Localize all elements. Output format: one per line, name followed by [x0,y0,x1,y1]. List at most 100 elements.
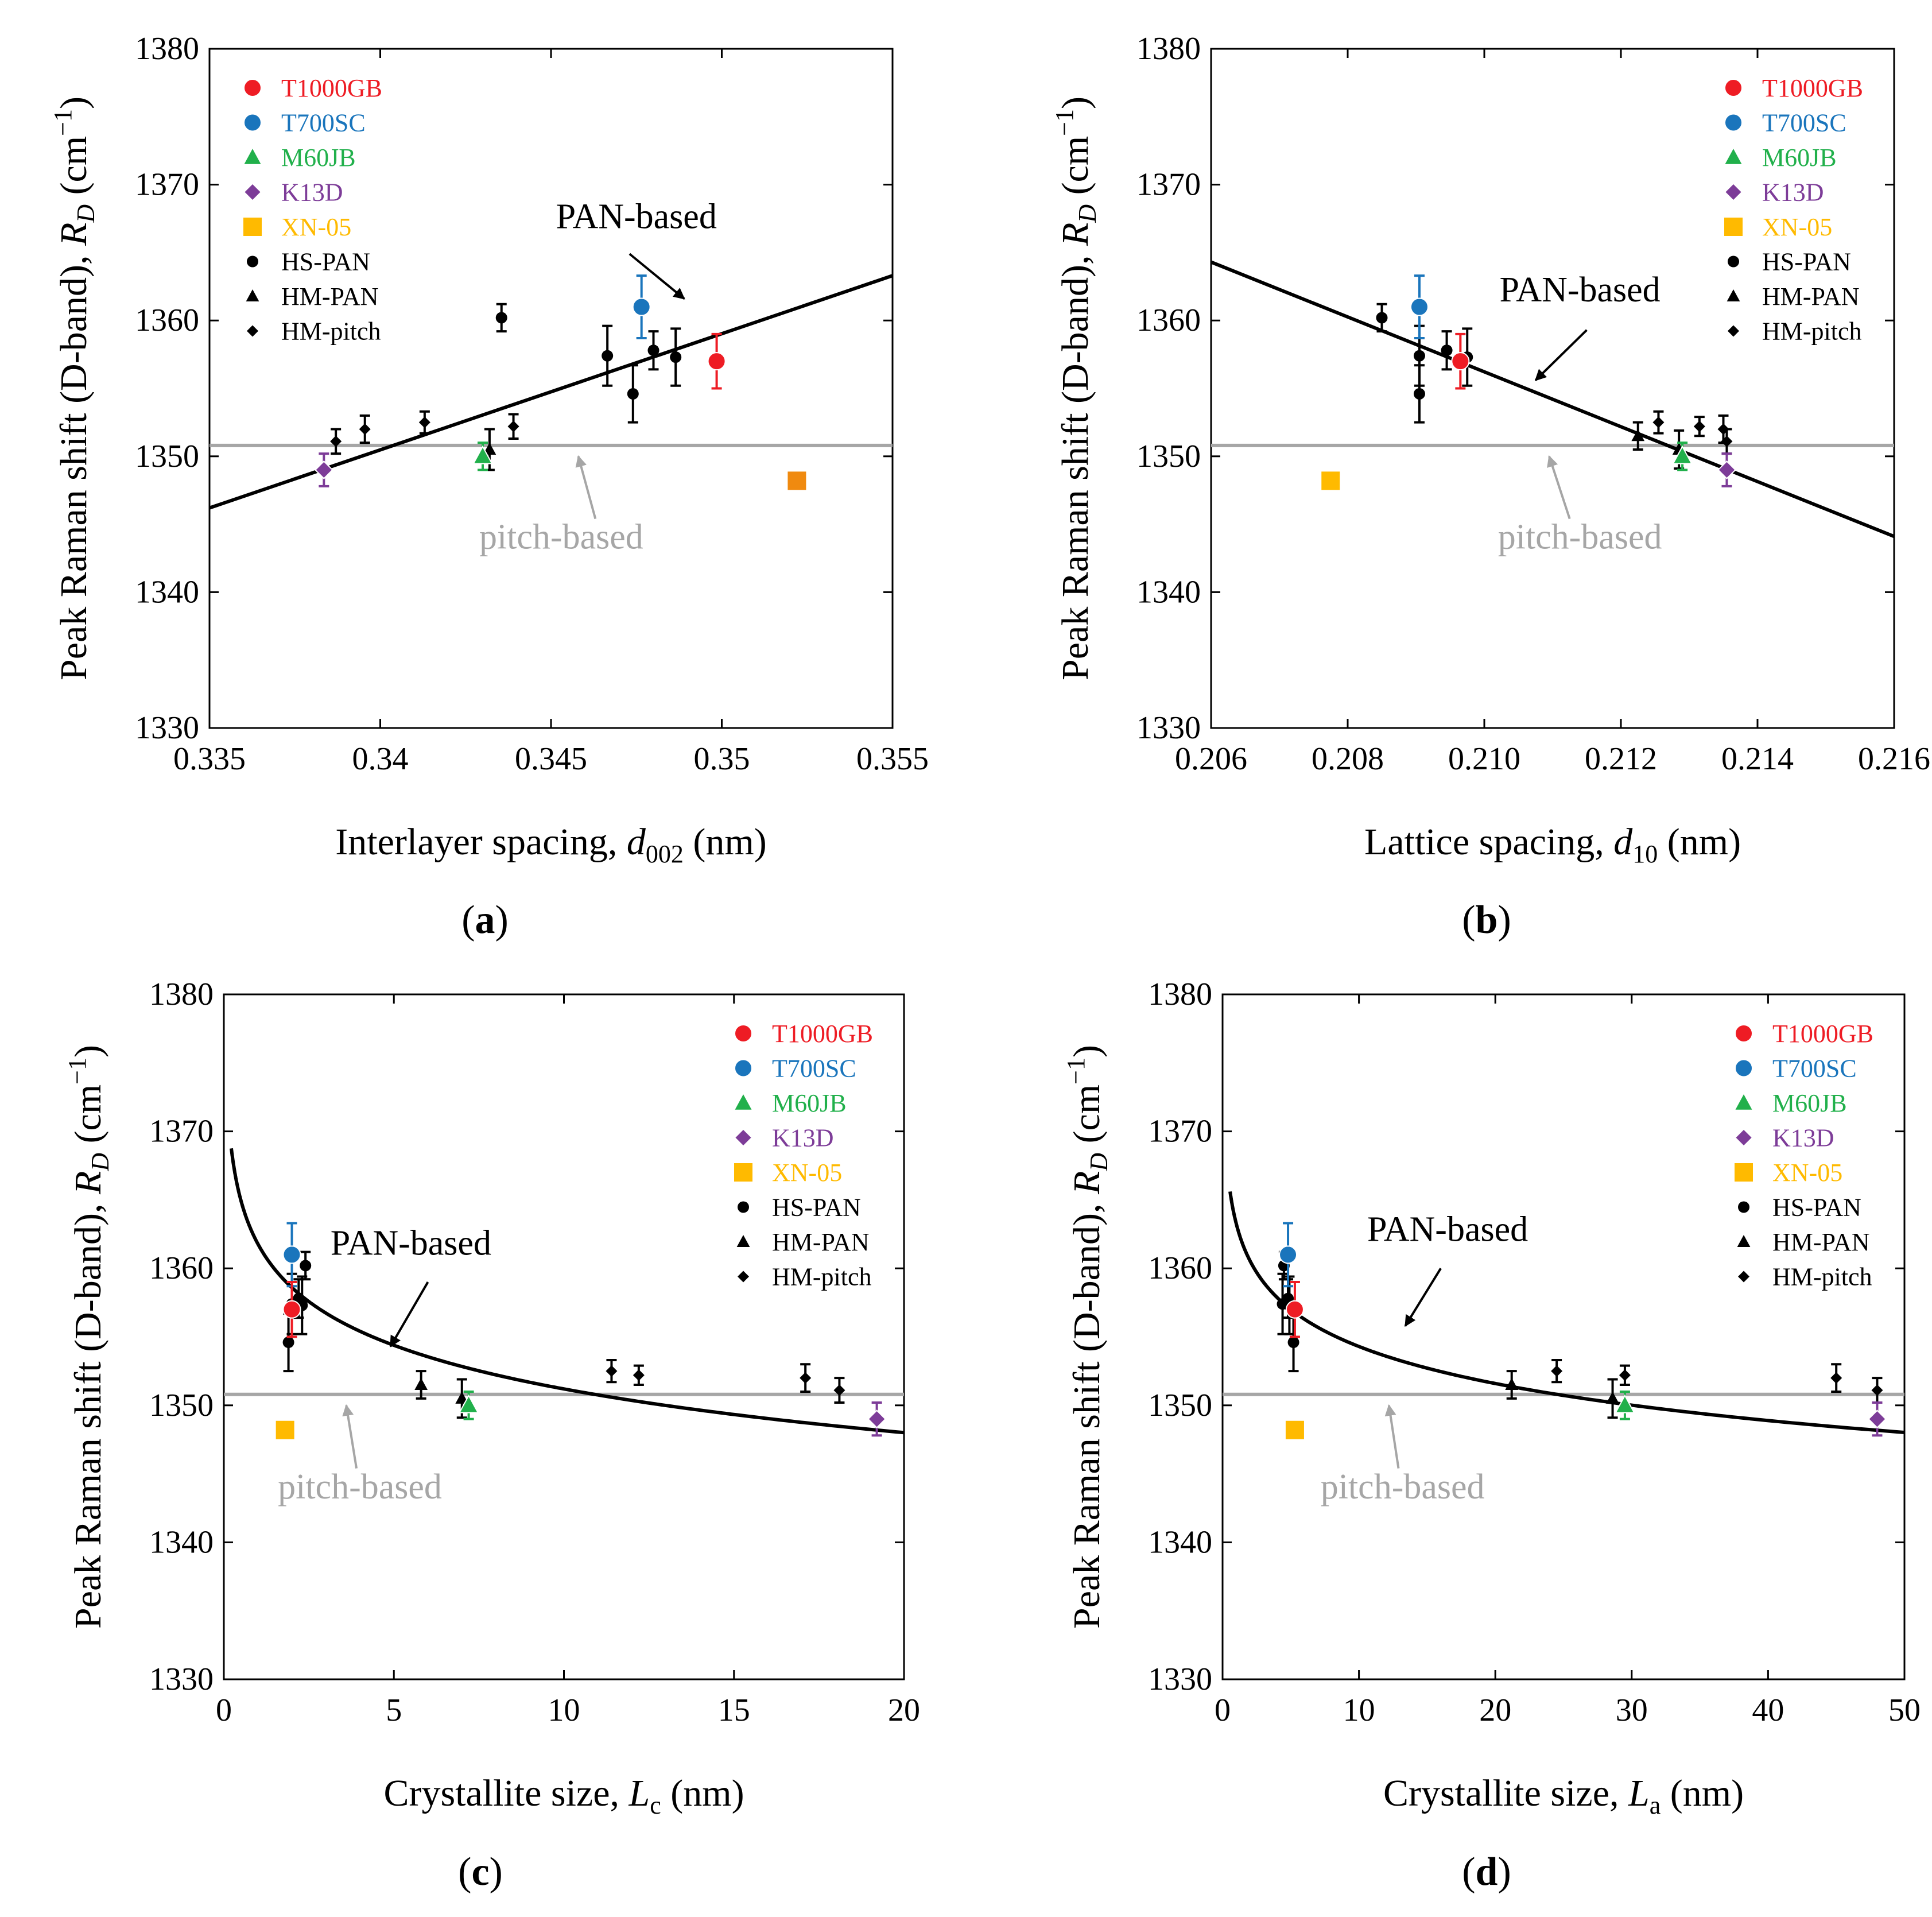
series-hm-pitch [606,1359,845,1404]
data-point [1717,460,1736,479]
data-point [606,1365,618,1377]
pitch-based-label: pitch-based [1321,1467,1485,1507]
x-tick-label: 20 [1479,1693,1511,1728]
legend-label: XN-05 [281,213,351,241]
legend-label: HS-PAN [772,1194,861,1222]
pan-based-fit-line [1211,260,1894,539]
legend-marker [1724,183,1743,202]
data-point [867,1409,887,1429]
data-point [1652,416,1665,428]
data-point [414,1378,428,1391]
pitch-based-arrow [575,455,597,520]
x-tick-label: 0.206 [1175,741,1247,777]
legend-marker [1723,216,1744,237]
data-point [602,350,614,362]
series-t700sc [1279,1222,1298,1288]
series-t1000gb [707,332,726,390]
data-point [1320,470,1341,491]
legend-item: M60JB [242,144,356,172]
data-point [314,460,333,479]
legend-item: HM-pitch [1728,317,1862,346]
data-point [1693,420,1705,432]
legend-label: K13D [1762,179,1824,207]
y-tick-label: 1350 [149,1388,214,1423]
data-point [1451,352,1470,371]
legend-item: HS-PAN [738,1194,861,1222]
y-tick-label: 1330 [149,1662,214,1697]
legend-item: XN-05 [1733,1159,1842,1187]
legend-marker [1724,79,1743,97]
legend-label: M60JB [281,144,356,172]
legend-item: XN-05 [1723,213,1832,241]
data-point [632,297,651,316]
legend-item: T700SC [1735,1055,1857,1083]
legend-marker [1724,113,1743,132]
legend-label: HM-pitch [1772,1263,1872,1291]
legend-label: HS-PAN [281,248,370,276]
data-point [1615,1394,1635,1413]
data-point [1672,445,1693,464]
data-point [633,1369,645,1381]
y-tick-label: 1350 [135,439,199,474]
legend-marker [736,1235,750,1247]
y-tick-label: 1370 [149,1114,214,1149]
legend-marker [1727,289,1740,301]
x-tick-label: 0.214 [1721,741,1794,777]
series-k13d [314,452,333,487]
legend-label: XN-05 [1772,1159,1842,1187]
legend-label: K13D [1772,1124,1834,1152]
data-point [495,312,507,324]
data-point [1413,388,1425,400]
pan-based-label: PAN-based [1500,270,1661,309]
x-tick-label: 0.210 [1448,741,1520,777]
legend-item: XN-05 [242,213,351,241]
x-tick-label: 30 [1616,1693,1648,1728]
y-tick-label: 1340 [149,1524,214,1560]
series-hs-pan [495,303,682,424]
data-point [1631,429,1645,442]
data-point [627,388,639,400]
legend-label: HM-pitch [772,1263,872,1291]
y-tick-label: 1330 [1136,710,1201,746]
legend-item: HM-pitch [738,1263,872,1291]
legend-label: T1000GB [1762,74,1863,102]
x-tick-label: 0.355 [856,741,929,777]
x-tick-label: 10 [548,1693,580,1728]
data-point [1868,1409,1887,1429]
data-point [1441,344,1453,357]
data-point [472,445,493,464]
legend-item: K13D [1734,1124,1834,1152]
pitch-based-label: pitch-based [278,1467,442,1507]
data-point [300,1260,312,1272]
legend-item: K13D [243,179,343,207]
legend-item: T1000GB [1724,74,1863,102]
legend-label: T700SC [1762,109,1846,137]
legend-item: HS-PAN [247,248,370,276]
legend-item: T1000GB [1735,1020,1873,1048]
legend-marker [738,1201,749,1213]
legend-item: HM-PAN [1727,282,1860,311]
legend-label: HM-PAN [1772,1228,1870,1256]
y-tick-label: 1380 [135,31,199,67]
data-point [707,352,726,371]
series-hm-pitch [330,410,519,455]
data-point [282,1300,301,1319]
y-tick-label: 1360 [135,303,199,338]
legend-marker [1738,1271,1749,1283]
data-point [800,1372,812,1384]
legend-item: M60JB [733,1089,847,1117]
x-tick-label: 0.212 [1585,741,1657,777]
data-point [670,351,682,363]
data-point [282,1337,294,1349]
pitch-based-label: pitch-based [479,518,643,557]
legend: T1000GB T700SC M60JB K13D XN-05 HS-PAN HM-PAN H… [1723,74,1863,346]
data-point [274,1419,296,1440]
data-point [1287,1337,1299,1349]
data-point [1279,1245,1298,1264]
y-tick-label: 1370 [1136,167,1201,203]
legend-label: HM-PAN [772,1228,870,1256]
legend-item: T700SC [243,109,366,137]
legend: T1000GB T700SC M60JB K13D XN-05 HS-PAN HM-PAN H… [733,1020,873,1291]
pan-based-arrow [389,1281,429,1347]
legend-label: T1000GB [772,1020,873,1048]
